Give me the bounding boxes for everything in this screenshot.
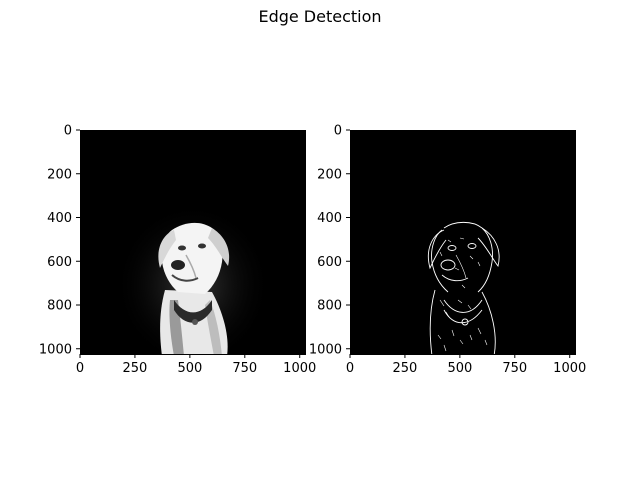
left-image-dog — [115, 203, 271, 355]
right-xtick-label: 0 — [346, 361, 354, 376]
right-axes-frame — [350, 130, 576, 355]
right-ytick-label: 800 — [317, 299, 342, 314]
left-ytick-label: 600 — [47, 255, 72, 270]
left-ticks: 0 250 500 750 1000 0 200 400 600 800 1000 — [39, 124, 316, 377]
left-ytick-label: 200 — [47, 167, 72, 182]
left-axes-frame — [80, 130, 306, 355]
left-ytick-label: 0 — [64, 124, 72, 139]
left-xtick-label: 500 — [177, 361, 202, 376]
left-ytick-label: 400 — [47, 211, 72, 226]
right-ticks: 0 250 500 750 1000 0 200 400 600 800 1000 — [309, 124, 586, 377]
left-xtick-label: 750 — [232, 361, 257, 376]
left-panel: 0 250 500 750 1000 0 200 400 600 800 1000 — [39, 124, 316, 377]
left-ytick-label: 800 — [47, 299, 72, 314]
right-image-edges — [427, 221, 500, 355]
right-ytick-label: 0 — [334, 124, 342, 139]
left-ytick-label: 1000 — [39, 342, 72, 357]
right-xtick-label: 750 — [502, 361, 527, 376]
right-ytick-label: 200 — [317, 167, 342, 182]
right-ytick-label: 400 — [317, 211, 342, 226]
right-panel: 0 250 500 750 1000 0 200 400 600 800 1000 — [309, 124, 586, 377]
right-xtick-label: 500 — [447, 361, 472, 376]
right-ytick-label: 600 — [317, 255, 342, 270]
right-ytick-label: 1000 — [309, 342, 342, 357]
left-xtick-label: 250 — [123, 361, 148, 376]
right-xtick-label: 1000 — [553, 361, 586, 376]
left-xtick-label: 1000 — [283, 361, 316, 376]
left-xtick-label: 0 — [76, 361, 84, 376]
figure-title: Edge Detection — [258, 7, 382, 26]
right-image-background — [350, 130, 576, 355]
right-xtick-label: 250 — [393, 361, 418, 376]
